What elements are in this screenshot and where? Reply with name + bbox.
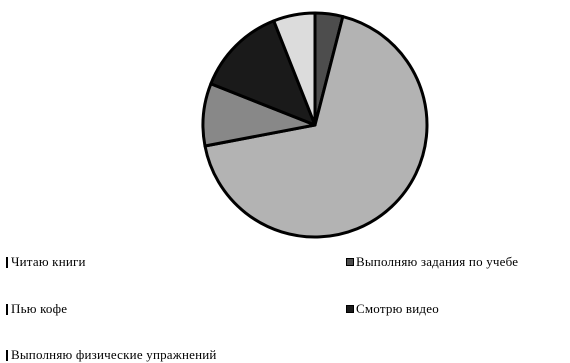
pie-slice-1 xyxy=(203,15,429,239)
legend-label-exercise: Выполняю физические упражнений xyxy=(11,347,217,362)
legend-swatch-watch-video xyxy=(346,305,354,313)
pie-slice-3 xyxy=(209,19,317,127)
legend-item-watch-video: Смотрю видео xyxy=(346,301,439,317)
legend-item-read-books: Читаю книги xyxy=(6,254,86,270)
legend-swatch-exercise xyxy=(6,349,8,361)
legend-swatch-drink-coffee xyxy=(6,303,8,315)
legend-label-watch-video: Смотрю видео xyxy=(356,301,439,316)
legend-label-drink-coffee: Пью кофе xyxy=(11,301,68,316)
legend-item-study-tasks: Выполняю задания по учебе xyxy=(346,254,518,270)
legend-swatch-study-tasks xyxy=(346,258,354,266)
legend-label-study-tasks: Выполняю задания по учебе xyxy=(356,254,519,269)
legend-item-exercise: Выполняю физические упражнений xyxy=(6,347,217,363)
legend-label-read-books: Читаю книги xyxy=(11,254,86,269)
legend-item-drink-coffee: Пью кофе xyxy=(6,301,67,317)
pie-slice-4 xyxy=(272,11,317,127)
legend-swatch-read-books xyxy=(6,256,8,268)
